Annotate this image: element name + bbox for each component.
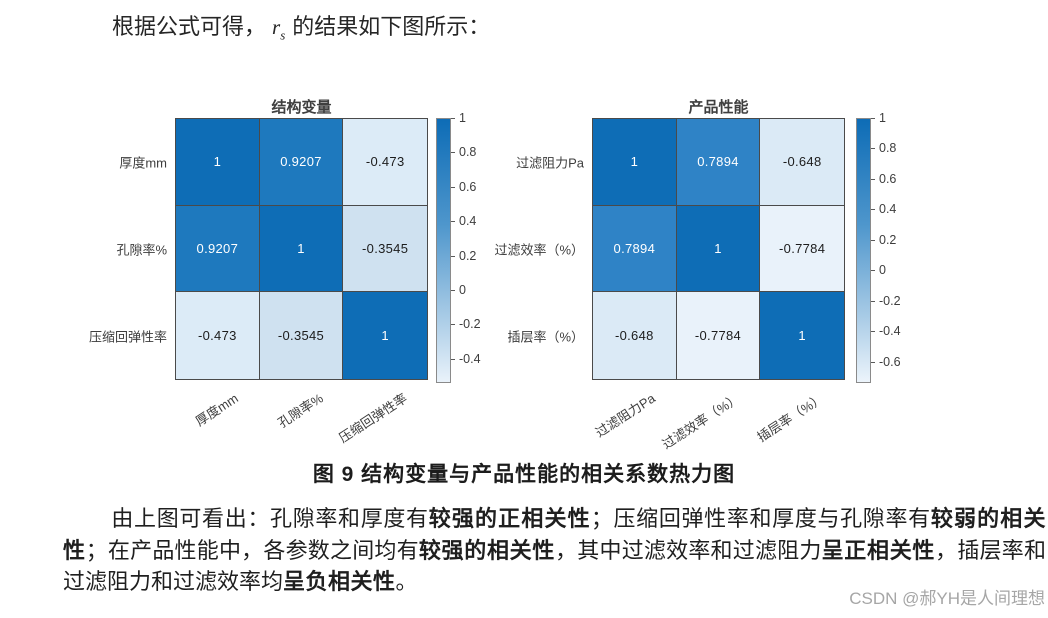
colorbar-tick — [451, 255, 455, 257]
heatmap-cell: 0.7894 — [676, 119, 761, 206]
colorbar-tick-label: -0.6 — [879, 354, 901, 369]
analysis-text: ，其中过滤效率和过滤阻力 — [555, 537, 822, 563]
colorbar-tick-label: 0.8 — [879, 141, 897, 156]
heatmap-cell: 0.9207 — [259, 119, 344, 206]
intro-paragraph: 根据公式可得， rs 的结果如下图所示： — [112, 12, 490, 50]
heatmap-cell: -0.3545 — [259, 292, 344, 379]
colorbar-tick — [871, 148, 875, 150]
analysis-bold-text: 呈负相关性 — [283, 569, 396, 594]
colorbar-tick-label: 0.4 — [459, 214, 477, 229]
colorbar-tick — [871, 270, 875, 272]
analysis-text: ；压缩回弹性率和厚度与孔隙率有 — [590, 506, 931, 531]
intro-text-prefix: 根据公式可得， — [112, 14, 267, 39]
formula-r-s: rs — [272, 12, 285, 50]
colorbar-tick-label: 1 — [879, 111, 886, 125]
heatmap-title: 结构变量 — [271, 99, 332, 116]
colorbar-tick-label: -0.2 — [879, 293, 901, 308]
colorbar-tick-label: 0.6 — [459, 179, 477, 194]
heatmap-row-label: 孔隙率% — [116, 242, 167, 258]
colorbar-tick-label: -0.2 — [459, 317, 481, 332]
colorbar-tick — [871, 239, 875, 241]
heatmap-cell: 0.9207 — [176, 205, 260, 293]
heatmap-cell: -0.648 — [760, 119, 844, 206]
heatmap-cell: 1 — [676, 205, 761, 293]
heatmap-grid: 1 0.7894 -0.648 0.7894 1 -0.7784 -0.648 -0.7784… — [592, 118, 845, 380]
colorbar-tick — [451, 290, 455, 292]
heatmap-row-label: 插层率（%） — [507, 329, 584, 345]
figure-caption: 图 9 结构变量与产品性能的相关系数热力图 — [312, 463, 736, 486]
heatmap-cell: -0.7784 — [676, 292, 761, 379]
heatmap-cell: 1 — [343, 292, 427, 379]
heatmap-row-label: 过滤效率（%） — [494, 242, 584, 258]
correlation-heatmap-figures: 结构变量 1 0.9207 -0.473 0.9207 1 -0.3545 -0.473 -0.… — [88, 99, 901, 452]
colorbar — [856, 118, 871, 383]
analysis-text: ；在产品性能中，各参数之间均有 — [85, 537, 419, 563]
csdn-watermark: CSDN @郝YH是人间理想 — [849, 589, 1045, 608]
colorbar-tick — [871, 118, 875, 119]
heatmap-cell: -0.648 — [593, 292, 677, 379]
analysis-bold-text: 较强的正相关性 — [428, 506, 591, 531]
heatmap-row-label: 过滤阻力Pa — [516, 155, 584, 171]
analysis-bold-text: 较弱的相关性 — [63, 506, 1046, 563]
colorbar-tick — [451, 221, 455, 223]
math-variable: r — [272, 15, 281, 39]
colorbar-tick — [451, 186, 455, 188]
analysis-text: ，插层率和过滤阻力和过滤效率均 — [63, 537, 1046, 595]
heatmap-cell: 1 — [176, 119, 260, 206]
math-subscript: s — [280, 27, 286, 43]
heatmap-title: 产品性能 — [688, 99, 749, 116]
colorbar-tick — [451, 152, 455, 154]
colorbar-tick-label: 1 — [459, 111, 466, 125]
colorbar-tick-label: 0.2 — [459, 248, 477, 263]
colorbar-tick — [451, 358, 455, 360]
heatmap-cell: -0.3545 — [343, 205, 427, 293]
colorbar-tick-label: 0 — [459, 283, 466, 298]
colorbar — [436, 118, 451, 383]
colorbar-tick-label: 0.6 — [879, 171, 897, 186]
colorbar-tick-label: -0.4 — [459, 351, 481, 366]
heatmap-cell: 0.7894 — [593, 205, 677, 293]
colorbar-tick-label: 0.2 — [879, 232, 897, 247]
colorbar-tick — [451, 324, 455, 326]
colorbar-tick-label: 0 — [879, 263, 886, 278]
heatmap-cell: -0.473 — [343, 119, 427, 206]
heatmap-cell: 1 — [593, 119, 677, 206]
analysis-bold-text: 较强的相关性 — [418, 537, 556, 563]
intro-text-suffix: 的结果如下图所示： — [292, 14, 491, 39]
colorbar-tick — [871, 300, 875, 302]
colorbar-tick — [871, 331, 875, 333]
analysis-text: 由上图可看出：孔隙率和厚度有 — [111, 506, 429, 531]
heatmap-row-label: 厚度mm — [119, 155, 167, 171]
colorbar-tick — [871, 178, 875, 180]
colorbar-tick — [451, 118, 455, 119]
analysis-bold-text: 呈正相关性 — [821, 537, 936, 563]
heatmap-cell: -0.7784 — [760, 205, 844, 293]
heatmap-cell: 1 — [760, 292, 844, 379]
colorbar-tick — [871, 209, 875, 211]
colorbar-tick-label: 0.8 — [459, 145, 477, 160]
colorbar-tick-label: -0.4 — [879, 324, 901, 339]
heatmap-cell: 1 — [259, 205, 344, 293]
heatmap-grid: 1 0.9207 -0.473 0.9207 1 -0.3545 -0.473 -0.3545… — [175, 118, 428, 380]
analysis-text: 。 — [395, 569, 418, 594]
heatmap-cell: -0.473 — [176, 292, 260, 379]
colorbar-tick — [871, 361, 875, 363]
colorbar-tick-label: 0.4 — [879, 202, 897, 217]
heatmap-row-label: 压缩回弹性率 — [88, 329, 167, 345]
analysis-paragraph: 由上图可看出：孔隙率和厚度有较强的正相关性；压缩回弹性率和厚度与孔隙率有较弱的相… — [63, 503, 1046, 598]
